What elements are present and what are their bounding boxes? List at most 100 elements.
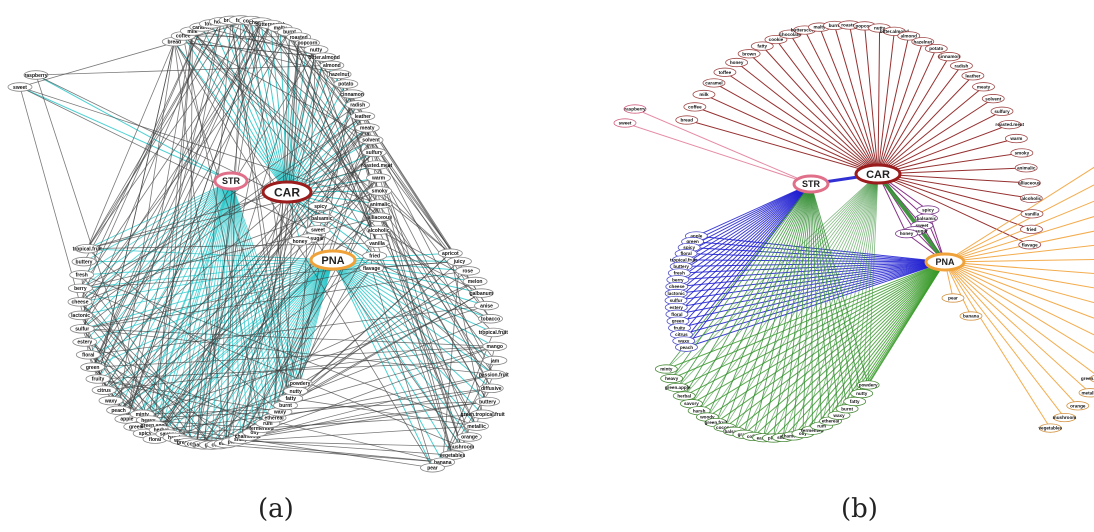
svg-text:radish: radish — [350, 103, 365, 109]
b-node-vegetables: vegetables — [1038, 423, 1063, 433]
b-node-powdery: powdery — [856, 380, 880, 390]
svg-text:citrus: citrus — [97, 388, 111, 394]
b-node-cheese: cheese — [665, 281, 689, 292]
svg-text:hazelnut: hazelnut — [913, 39, 932, 44]
svg-text:honey: honey — [900, 231, 914, 236]
svg-text:galbanum: galbanum — [470, 291, 494, 297]
svg-text:roasted.meat: roasted.meat — [361, 163, 392, 169]
b-node-alliaceous: alliaceous — [1017, 178, 1041, 188]
a-node-balsamic: balsamic — [309, 213, 335, 224]
svg-text:solvent: solvent — [362, 138, 380, 144]
svg-text:leather: leather — [965, 73, 980, 78]
a-node-sulfur: sulfur — [69, 324, 95, 334]
svg-text:fresh: fresh — [76, 273, 88, 279]
b-node-sulfury: sulfury — [990, 106, 1014, 116]
b-hub-pna: PNA — [924, 252, 966, 272]
b-node-buttery: buttery — [669, 261, 693, 271]
b-node-bread: bread — [675, 115, 699, 125]
svg-text:sweet: sweet — [311, 228, 325, 234]
svg-text:tropical.fruit: tropical.fruit — [670, 257, 697, 262]
svg-text:melon: melon — [468, 279, 483, 285]
svg-text:bitter.almond: bitter.almond — [308, 55, 339, 61]
svg-text:alliaceous: alliaceous — [1018, 181, 1041, 186]
a-node-juicy: juicy — [447, 256, 472, 267]
svg-text:green.apple: green.apple — [665, 385, 691, 390]
a-node-warm: warm — [366, 173, 391, 183]
b-node-warm: warm — [1004, 133, 1028, 144]
svg-text:potato: potato — [338, 82, 353, 88]
svg-text:spicy: spicy — [139, 431, 152, 437]
svg-text:chocolate: chocolate — [779, 32, 801, 37]
a-node-tobacco: tobacco — [478, 314, 503, 324]
svg-text:cheese: cheese — [72, 300, 89, 306]
svg-text:nutty: nutty — [874, 26, 886, 31]
b-node-sulfur: sulfur — [664, 295, 688, 306]
a-node-mango: mango — [482, 341, 508, 352]
b-node-spicy: spicy — [916, 205, 940, 215]
svg-text:PNA: PNA — [321, 255, 344, 267]
svg-text:waxy: waxy — [104, 398, 117, 404]
network-panel-b: breadcoffeemilkcarameltoffeehoneybrownfa… — [613, 20, 1094, 443]
b-node-brown: brown — [737, 49, 761, 59]
panel-a-hubs: STR CAR PNA — [213, 171, 357, 271]
svg-text:lactonic: lactonic — [71, 313, 90, 319]
svg-text:flavage: flavage — [1022, 242, 1038, 247]
svg-text:fatty: fatty — [757, 44, 767, 49]
b-node-metallic: metallic — [1078, 388, 1094, 398]
svg-text:bread: bread — [167, 39, 181, 45]
svg-text:buttery: buttery — [673, 264, 689, 269]
a-node-peach: peach — [106, 405, 132, 415]
svg-text:burnt: burnt — [283, 30, 296, 36]
a-node-animalic: animalic — [367, 199, 393, 209]
svg-text:banana: banana — [963, 314, 980, 319]
svg-text:brown: brown — [742, 51, 756, 56]
a-node-vanilla: vanilla — [364, 238, 390, 248]
a-node-passion-fruit: passion.fruit — [479, 369, 509, 380]
svg-text:sulfur: sulfur — [670, 298, 683, 303]
a-node-alliaceous: alliaceous — [367, 212, 393, 222]
svg-text:animalic: animalic — [370, 202, 390, 208]
svg-text:floral: floral — [82, 353, 95, 359]
b-hub-car: CAR — [854, 163, 902, 185]
svg-text:mushroom: mushroom — [448, 444, 474, 450]
a-node-metallic: metallic — [464, 421, 489, 431]
svg-text:green.tropical.fruit: green.tropical.fruit — [1081, 376, 1094, 381]
svg-text:green.fruit: green.fruit — [705, 420, 728, 425]
svg-text:waxy: waxy — [273, 410, 286, 416]
a-hub-pna: PNA — [309, 249, 357, 271]
svg-text:meaty: meaty — [977, 84, 991, 89]
svg-text:honey: honey — [293, 239, 308, 245]
b-node-minty: minty — [654, 364, 678, 374]
svg-text:toffee: toffee — [719, 70, 732, 75]
svg-text:minty: minty — [136, 412, 150, 418]
b-node-milk: milk — [692, 89, 716, 100]
a-node-smoky: smoky — [367, 186, 392, 196]
svg-text:malty: malty — [813, 25, 825, 30]
svg-text:buttery: buttery — [479, 399, 496, 405]
svg-text:mango: mango — [487, 344, 503, 350]
svg-text:passion.fruit: passion.fruit — [479, 372, 509, 378]
a-node-galbanum: galbanum — [468, 288, 494, 298]
b-node-smoky: smoky — [1010, 148, 1034, 158]
panel-a-nodes: breadcoffeemilkcarameltoffeehoneybrownfa… — [7, 15, 509, 473]
svg-text:waxy: waxy — [677, 339, 690, 344]
svg-text:leather: leather — [355, 114, 371, 120]
b-node-radish: radish — [950, 61, 973, 71]
svg-text:metallic: metallic — [1081, 390, 1094, 395]
svg-text:peach: peach — [680, 345, 693, 350]
b-node-cinnamon: cinnamon — [937, 52, 961, 62]
svg-text:vanilla: vanilla — [1025, 211, 1040, 216]
svg-text:alliaceous: alliaceous — [368, 215, 392, 221]
svg-text:fermented: fermented — [801, 428, 823, 433]
svg-text:fermented: fermented — [249, 426, 273, 432]
b-hub-str: STR — [792, 174, 830, 194]
a-node-nutty: nutty — [283, 386, 309, 396]
svg-text:fresh: fresh — [674, 271, 685, 276]
b-node-herbal: herbal — [672, 391, 696, 401]
b-node-peach: peach — [675, 342, 698, 352]
svg-text:floral: floral — [680, 251, 691, 256]
a-node-apricot: apricot — [437, 248, 463, 258]
svg-text:green: green — [129, 424, 143, 430]
svg-text:anise: anise — [480, 303, 493, 309]
svg-text:savory: savory — [684, 401, 699, 406]
